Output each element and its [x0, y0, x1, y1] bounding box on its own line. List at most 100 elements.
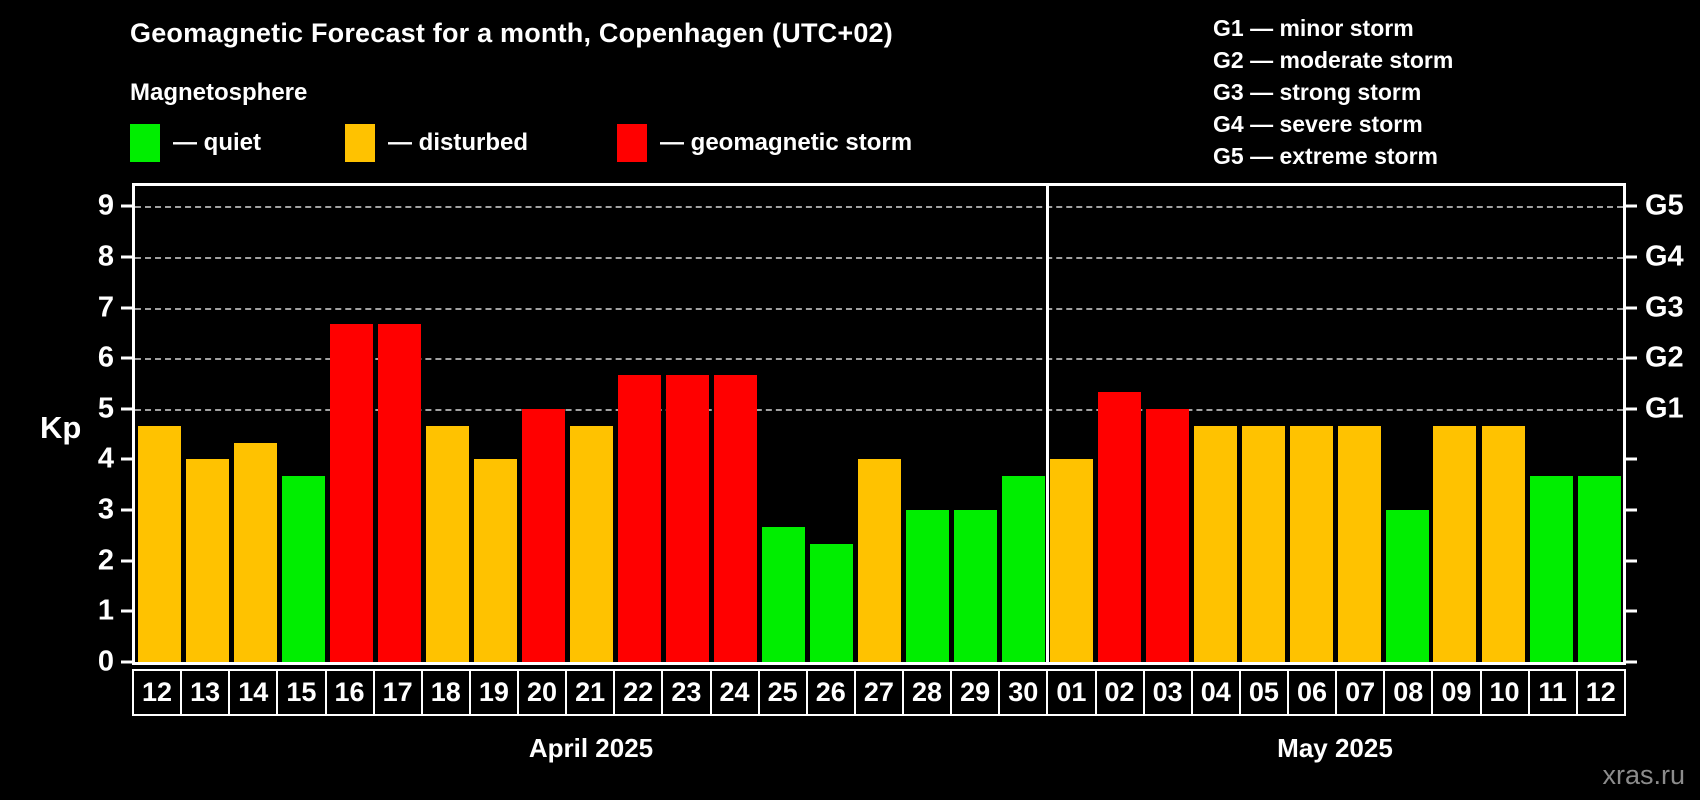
legend-item-disturbed: — disturbed — [345, 122, 528, 164]
kp-bar — [1433, 425, 1477, 662]
y-tick-mark-right — [1626, 508, 1637, 512]
kp-bar — [953, 510, 997, 662]
y-tick-label: 2 — [97, 544, 114, 577]
gridline-kp7 — [135, 307, 1623, 310]
kp-bar — [665, 374, 709, 662]
g3-legend-line: G3 — strong storm — [1213, 79, 1422, 105]
kp-bar — [1145, 408, 1189, 662]
g2-legend-line: G2 — moderate storm — [1213, 47, 1454, 73]
day-label: 12 — [132, 669, 183, 716]
kp-bar — [1049, 459, 1093, 662]
day-label: 16 — [324, 669, 375, 716]
watermark: xras.ru — [1602, 760, 1685, 790]
storm-legend-label: — geomagnetic storm — [660, 129, 913, 156]
day-label: 06 — [1287, 669, 1338, 716]
kp-bar — [713, 374, 757, 662]
kp-bar — [809, 544, 853, 662]
day-label: 05 — [1238, 669, 1289, 716]
y-tick-label: 0 — [97, 645, 114, 678]
g-scale-label: G3 — [1645, 291, 1684, 324]
kp-bar — [137, 425, 181, 662]
day-label: 14 — [228, 669, 279, 716]
day-label: 24 — [709, 669, 760, 716]
y-tick-mark-right — [1626, 407, 1637, 411]
day-label: 13 — [180, 669, 231, 716]
bars-layer — [135, 186, 1623, 662]
kp-bar — [905, 510, 949, 662]
storm-color-swatch — [617, 124, 647, 162]
day-label: 21 — [565, 669, 616, 716]
gridline-kp5 — [135, 408, 1623, 411]
y-tick-label: 8 — [97, 240, 114, 273]
legend-item-storm: — geomagnetic storm — [617, 122, 912, 164]
day-label: 08 — [1383, 669, 1434, 716]
disturbed-color-swatch — [345, 124, 375, 162]
kp-bar — [1097, 392, 1141, 662]
kp-bar — [761, 526, 805, 662]
magnetosphere-label: Magnetosphere — [130, 79, 308, 106]
kp-bar — [857, 459, 901, 662]
y-tick-label: 3 — [97, 493, 114, 526]
y-tick-label: 1 — [97, 594, 114, 627]
g4-legend-line: G4 — severe storm — [1213, 111, 1423, 137]
y-tick-label: 7 — [97, 291, 114, 324]
y-tick-mark-left — [121, 559, 132, 563]
day-label: 11 — [1527, 669, 1578, 716]
kp-bar — [1241, 425, 1285, 662]
y-tick-mark-right — [1626, 660, 1637, 664]
g-scale-label: G5 — [1645, 189, 1684, 222]
y-tick-mark-left — [121, 457, 132, 461]
y-tick-mark-left — [121, 660, 132, 664]
month-label-may: May 2025 — [1277, 733, 1393, 763]
y-tick-mark-left — [121, 407, 132, 411]
day-label: 22 — [613, 669, 664, 716]
y-tick-label: 6 — [97, 341, 114, 374]
kp-bar — [1001, 476, 1045, 662]
y-tick-mark-right — [1626, 609, 1637, 613]
y-tick-mark-right — [1626, 457, 1637, 461]
y-tick-mark-left — [121, 508, 132, 512]
g5-legend-line: G5 — extreme storm — [1213, 143, 1438, 169]
day-label: 27 — [853, 669, 904, 716]
gridline-kp9 — [135, 206, 1623, 209]
kp-bar — [1289, 425, 1333, 662]
day-label: 26 — [805, 669, 856, 716]
g-scale-legend: G1 — minor storm G2 — moderate storm G3 … — [1213, 12, 1453, 172]
kp-bar — [1529, 476, 1573, 662]
y-tick-mark-left — [121, 255, 132, 259]
kp-bar — [377, 324, 421, 662]
kp-bar — [1577, 476, 1621, 662]
kp-bar — [281, 476, 325, 662]
kp-bar — [185, 459, 229, 662]
g-scale-label: G4 — [1645, 240, 1684, 273]
kp-bar — [329, 324, 373, 662]
y-axis-label: Kp — [40, 410, 82, 445]
quiet-color-swatch — [130, 124, 160, 162]
plot-area — [132, 183, 1626, 665]
day-label: 09 — [1431, 669, 1482, 716]
kp-bar — [617, 374, 661, 662]
kp-bar — [521, 408, 565, 662]
y-tick-mark-left — [121, 609, 132, 613]
kp-bar — [1337, 425, 1381, 662]
g1-legend-line: G1 — minor storm — [1213, 15, 1414, 41]
day-label: 10 — [1479, 669, 1530, 716]
g-scale-label: G1 — [1645, 392, 1684, 425]
day-label: 19 — [468, 669, 519, 716]
disturbed-legend-label: — disturbed — [388, 129, 529, 156]
day-label: 29 — [950, 669, 1001, 716]
month-label-april: April 2025 — [528, 733, 654, 763]
gridline-kp6 — [135, 358, 1623, 361]
kp-bar — [569, 425, 613, 662]
kp-bar — [425, 425, 469, 662]
day-label: 28 — [902, 669, 953, 716]
month-divider — [1045, 186, 1049, 662]
y-tick-mark-left — [121, 356, 132, 360]
kp-bar — [233, 442, 277, 662]
day-label: 23 — [661, 669, 712, 716]
day-label: 03 — [1142, 669, 1193, 716]
quiet-legend-label: — quiet — [173, 129, 261, 156]
y-tick-mark-left — [121, 204, 132, 208]
y-tick-mark-left — [121, 306, 132, 310]
